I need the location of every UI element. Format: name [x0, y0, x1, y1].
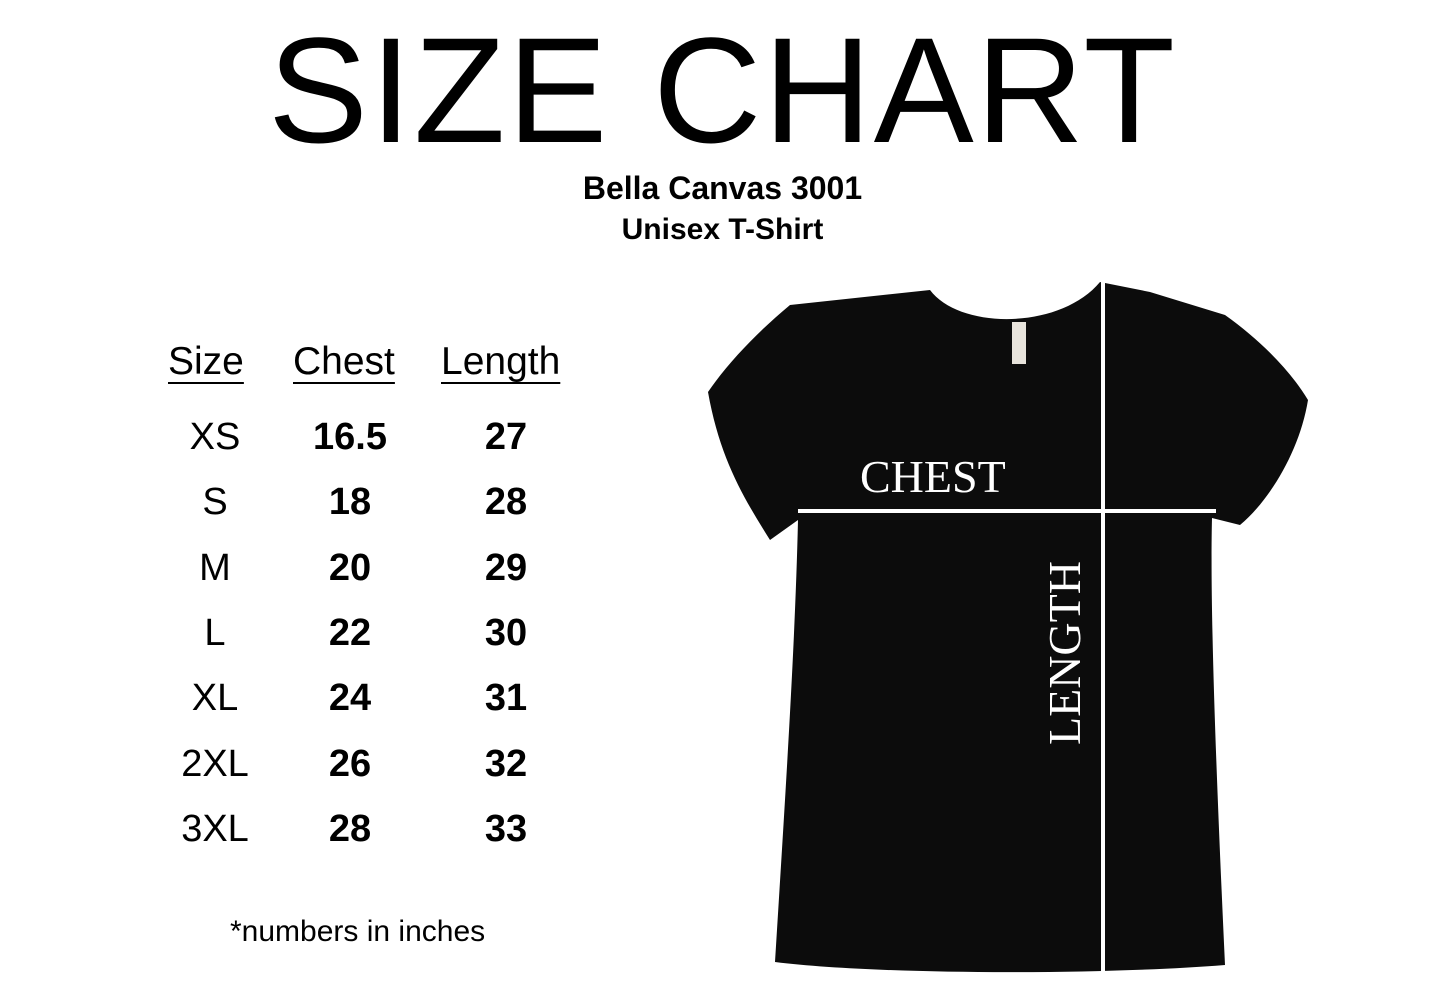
- header-chest: Chest: [293, 340, 395, 383]
- tshirt-shape: [708, 282, 1308, 973]
- header-length: Length: [441, 340, 561, 383]
- length-label: LENGTH: [1039, 561, 1090, 745]
- length-cell: 28: [484, 481, 528, 524]
- size-cell: XS: [189, 416, 241, 458]
- length-cell: 32: [484, 742, 528, 785]
- shirt-tag: [1012, 322, 1026, 364]
- product-type: Unisex T-Shirt: [621, 213, 824, 246]
- chest-cell: 24: [328, 677, 372, 720]
- chest-label: CHEST: [860, 451, 1006, 502]
- length-cell: 27: [484, 416, 528, 458]
- page-title: SIZE CHART: [267, 6, 1177, 174]
- size-cell: M: [199, 546, 231, 589]
- chest-cell: 16.5: [313, 416, 387, 458]
- length-cell: 29: [484, 546, 528, 589]
- size-cell: 3XL: [181, 807, 249, 850]
- header-size: Size: [168, 340, 244, 383]
- length-cell: 31: [484, 677, 528, 720]
- size-cell: 2XL: [181, 742, 249, 785]
- product-name: Bella Canvas 3001: [582, 170, 863, 206]
- size-cell: S: [202, 481, 228, 524]
- chest-cell: 28: [328, 807, 372, 850]
- chest-cell: 20: [328, 546, 372, 589]
- length-cell: 33: [484, 807, 528, 850]
- footnote: *numbers in inches: [230, 915, 486, 948]
- chest-cell: 18: [328, 481, 372, 524]
- size-cell: XL: [191, 677, 239, 720]
- length-cell: 30: [484, 611, 528, 654]
- size-cell: L: [204, 611, 226, 654]
- chest-cell: 26: [328, 742, 372, 785]
- chest-cell: 22: [328, 611, 372, 654]
